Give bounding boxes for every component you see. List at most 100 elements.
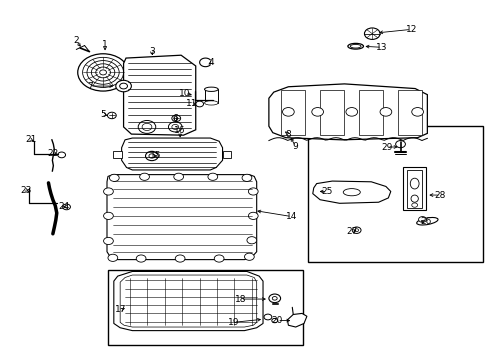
Circle shape (173, 173, 183, 180)
Polygon shape (287, 314, 306, 327)
Circle shape (136, 255, 146, 262)
Polygon shape (358, 90, 383, 135)
Circle shape (62, 204, 70, 210)
Circle shape (354, 229, 358, 231)
Circle shape (108, 254, 118, 261)
Ellipse shape (409, 178, 418, 189)
Circle shape (214, 255, 224, 262)
Circle shape (87, 60, 119, 84)
Ellipse shape (343, 189, 360, 196)
Text: 14: 14 (285, 212, 297, 221)
Text: 5: 5 (100, 110, 106, 119)
Circle shape (272, 297, 277, 300)
Circle shape (107, 112, 116, 119)
Circle shape (103, 188, 113, 195)
Polygon shape (107, 175, 256, 260)
Text: 2: 2 (73, 36, 79, 45)
Ellipse shape (204, 101, 218, 105)
Text: 23: 23 (20, 185, 32, 194)
Text: 7: 7 (87, 82, 93, 91)
Circle shape (175, 255, 184, 262)
Polygon shape (114, 271, 263, 330)
Text: 11: 11 (186, 99, 197, 108)
Circle shape (411, 108, 423, 116)
Polygon shape (320, 90, 344, 135)
Text: 21: 21 (25, 135, 37, 144)
Circle shape (145, 151, 158, 161)
Circle shape (207, 173, 217, 180)
Bar (406, 170, 422, 208)
Text: 27: 27 (346, 227, 357, 236)
Text: 25: 25 (321, 187, 332, 196)
Ellipse shape (204, 87, 218, 91)
Polygon shape (113, 150, 122, 158)
Circle shape (379, 108, 391, 116)
Circle shape (282, 108, 294, 116)
Polygon shape (312, 181, 390, 203)
Circle shape (248, 212, 258, 220)
Circle shape (195, 101, 203, 107)
Circle shape (171, 115, 180, 122)
Circle shape (96, 67, 110, 78)
Text: 22: 22 (48, 149, 59, 158)
Text: 16: 16 (174, 126, 185, 135)
Bar (108, 270, 303, 345)
Polygon shape (268, 84, 427, 140)
Circle shape (103, 212, 113, 220)
Circle shape (171, 125, 178, 130)
Circle shape (103, 237, 113, 244)
Bar (204, 89, 218, 103)
Circle shape (264, 314, 271, 320)
Text: 1: 1 (102, 40, 108, 49)
Circle shape (242, 174, 251, 181)
Circle shape (268, 294, 280, 303)
Circle shape (351, 227, 360, 233)
Ellipse shape (416, 217, 437, 225)
Circle shape (120, 83, 127, 89)
Text: 9: 9 (292, 142, 298, 151)
Text: 19: 19 (227, 318, 239, 327)
Circle shape (58, 152, 65, 158)
Circle shape (418, 217, 426, 222)
Polygon shape (222, 150, 230, 158)
Circle shape (100, 70, 106, 75)
Polygon shape (281, 90, 305, 135)
Text: 26: 26 (419, 217, 431, 226)
Circle shape (271, 319, 277, 323)
Text: 8: 8 (285, 130, 291, 139)
Ellipse shape (349, 44, 360, 48)
Text: 28: 28 (434, 190, 445, 199)
Circle shape (395, 140, 405, 148)
Bar (402, 167, 426, 211)
Text: 13: 13 (375, 43, 387, 52)
Circle shape (149, 154, 155, 158)
Circle shape (248, 188, 258, 195)
Polygon shape (397, 90, 422, 135)
Circle shape (140, 173, 149, 180)
Ellipse shape (410, 195, 417, 202)
Polygon shape (122, 138, 222, 170)
Polygon shape (120, 275, 256, 327)
Circle shape (345, 108, 357, 116)
Text: 18: 18 (234, 294, 246, 303)
Text: 20: 20 (271, 316, 282, 325)
Text: 3: 3 (149, 47, 154, 56)
Circle shape (138, 121, 156, 134)
Circle shape (244, 253, 254, 260)
Ellipse shape (347, 43, 363, 49)
Circle shape (246, 237, 256, 244)
Circle shape (91, 64, 115, 81)
Text: 10: 10 (179, 89, 190, 98)
Circle shape (142, 123, 152, 131)
Text: 4: 4 (208, 58, 214, 67)
Circle shape (116, 80, 131, 92)
Circle shape (78, 54, 128, 91)
Circle shape (109, 174, 119, 181)
Text: 15: 15 (150, 152, 161, 161)
Circle shape (168, 122, 182, 132)
Text: 12: 12 (405, 25, 416, 34)
Text: 24: 24 (59, 202, 70, 211)
Text: 17: 17 (115, 305, 126, 314)
Text: 6: 6 (172, 114, 178, 123)
Bar (307, 126, 483, 262)
